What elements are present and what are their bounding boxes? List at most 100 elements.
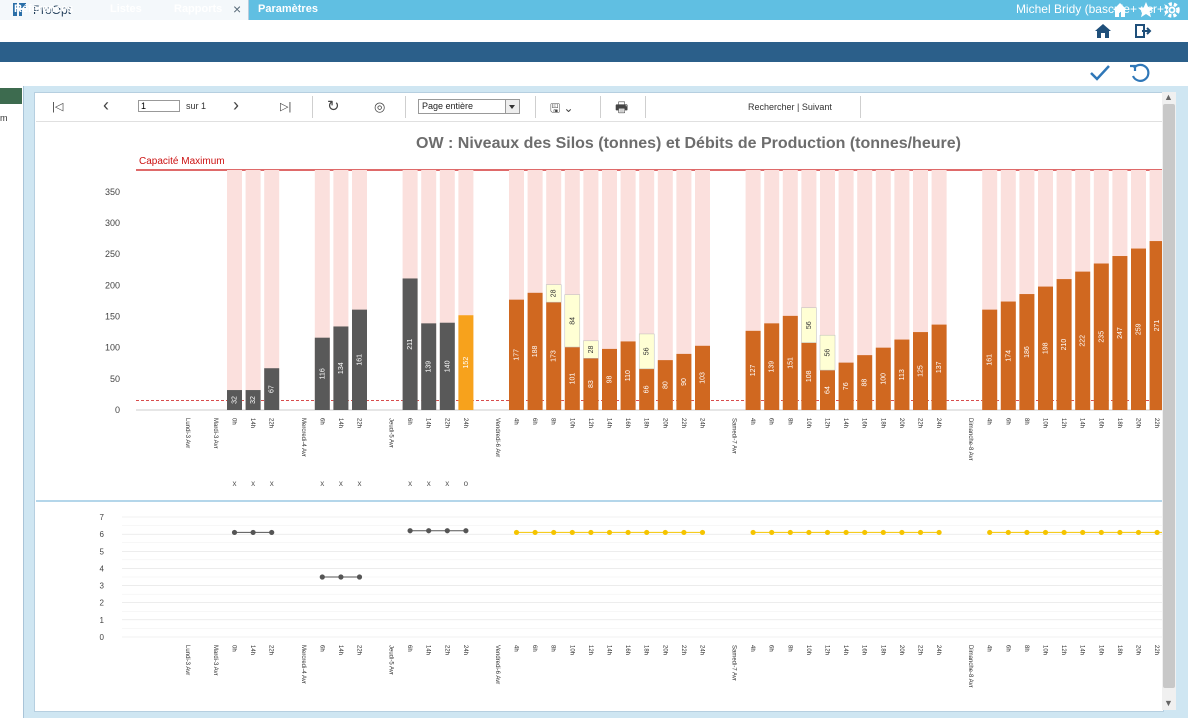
star-icon[interactable] <box>1136 0 1156 20</box>
rate-point <box>750 529 756 536</box>
first-page-button[interactable]: |◁ <box>52 101 64 113</box>
capacity-bar <box>264 170 280 410</box>
bar-value-label: 222 <box>1080 335 1087 347</box>
next-page-button[interactable]: › <box>233 95 239 115</box>
rate-point <box>824 529 831 536</box>
hour-label: 16h <box>861 645 867 655</box>
hour-label: 14h <box>425 645 431 655</box>
hour-label: 18h <box>879 418 885 428</box>
y-tick-label: 350 <box>105 187 120 197</box>
hour-label: 8h <box>550 418 556 425</box>
bar-value-label: 177 <box>514 349 521 361</box>
hour-label: 6h <box>531 418 537 425</box>
production-rate-chart: 0 1 2 3 4 5 6 7 Lundi-3 Avr Mardi-3 Avr 0h 14h 22h Me… <box>100 513 1162 688</box>
level-bar <box>509 299 524 410</box>
bar-value-label: 137 <box>936 361 943 373</box>
level-bar <box>1019 294 1035 410</box>
bar-value-label: 151 <box>787 357 794 369</box>
menu-rapports[interactable]: Rapports <box>174 3 223 15</box>
y-tick-label: 7 <box>100 513 105 522</box>
level-bar <box>1112 256 1128 410</box>
search-next-links[interactable]: Rechercher | Suivant <box>748 102 832 112</box>
hour-label: 12h <box>587 645 593 655</box>
status-marker: x <box>427 479 431 488</box>
y-tick-label: 1 <box>100 616 105 625</box>
hour-label: 22h <box>680 645 686 655</box>
search-input[interactable] <box>652 99 746 116</box>
level-bar <box>1149 241 1162 410</box>
left-panel-label: m <box>0 113 8 123</box>
bar-value-label: 113 <box>899 369 906 380</box>
production-box <box>819 334 836 371</box>
logout-icon[interactable] <box>1134 23 1152 39</box>
home-icon[interactable] <box>1110 0 1130 20</box>
last-page-button[interactable]: ▷| <box>280 101 292 113</box>
close-icon[interactable]: × <box>233 1 242 17</box>
status-marker: x <box>320 479 324 488</box>
scroll-up-arrow-icon[interactable]: ▲ <box>1164 92 1173 102</box>
rate-point <box>1042 529 1049 536</box>
menu-listes[interactable]: Listes <box>110 3 142 15</box>
app-tab[interactable]: ProOpt × <box>0 0 249 20</box>
prev-page-button[interactable]: ‹ <box>103 95 109 115</box>
hour-label: 10h <box>568 418 574 428</box>
print-button[interactable]: 🖶 <box>615 99 629 115</box>
refresh-button[interactable]: ↻ <box>327 98 340 115</box>
capacity-bar <box>245 170 261 410</box>
bar-value-label: 174 <box>1005 350 1012 362</box>
bar-value-label: 139 <box>426 361 433 373</box>
production-box <box>583 340 599 359</box>
hour-label: 4h <box>986 418 992 425</box>
scrollbar-thumb[interactable] <box>1163 104 1175 688</box>
day-label: Jeudi-5 Avr <box>388 418 394 448</box>
y-tick-label: 100 <box>105 343 120 353</box>
menu-references[interactable]: Références <box>14 3 74 15</box>
rate-point <box>806 529 812 536</box>
rate-point <box>862 529 868 536</box>
bar-value-label: 152 <box>463 357 470 369</box>
left-panel-selected-item[interactable] <box>0 88 22 104</box>
level-bar <box>782 315 798 410</box>
hour-label: 8h <box>1023 418 1029 425</box>
export-button[interactable]: 🖫 ⌄ <box>550 101 574 115</box>
hour-label: 20h <box>898 645 904 655</box>
rate-point <box>1061 529 1067 536</box>
level-bar <box>820 370 835 410</box>
bar-value-label: 210 <box>1061 339 1068 351</box>
level-bar <box>1075 271 1091 410</box>
page-number-input[interactable] <box>138 100 180 112</box>
gear-icon[interactable] <box>1162 0 1182 20</box>
user-name[interactable]: Michel Bridy (bascule+ usr+) <box>1015 2 1168 16</box>
bar-value-label: 125 <box>918 365 925 377</box>
production-box-label: 28 <box>551 289 558 297</box>
rate-point <box>625 529 631 536</box>
check-icon[interactable] <box>1088 63 1112 83</box>
hour-label: 14h <box>1079 645 1085 655</box>
toolbar-separator <box>312 96 313 118</box>
hour-label: 4h <box>749 418 755 425</box>
toolbar-separator <box>860 96 861 118</box>
level-bar <box>402 278 418 410</box>
level-bar <box>1038 286 1053 410</box>
status-marker: x <box>445 479 449 488</box>
rate-point <box>880 529 886 536</box>
bar-value-label: 173 <box>551 350 558 362</box>
undo-icon[interactable] <box>1128 63 1152 83</box>
menu-parametres[interactable]: Paramètres <box>258 3 318 15</box>
level-bar <box>1093 263 1109 410</box>
hour-label: 4h <box>513 418 519 425</box>
hour-label: 6h <box>1004 418 1010 425</box>
production-box <box>545 284 562 303</box>
day-label: Samedi-7 Avr <box>731 645 737 681</box>
hour-label: 16h <box>1097 418 1103 428</box>
back-button[interactable]: ◎ <box>374 99 386 114</box>
scroll-down-arrow-icon[interactable]: ▼ <box>1164 698 1173 708</box>
bar-value-label: 110 <box>625 370 632 381</box>
bar-value-label: 32 <box>250 396 257 404</box>
capacity-bar <box>676 170 692 410</box>
zoom-select[interactable]: Page entière <box>418 99 520 114</box>
rate-point <box>513 529 520 536</box>
hour-label: 6h <box>768 645 774 652</box>
production-box-label: 28 <box>588 346 595 354</box>
home-icon[interactable] <box>1094 23 1112 39</box>
